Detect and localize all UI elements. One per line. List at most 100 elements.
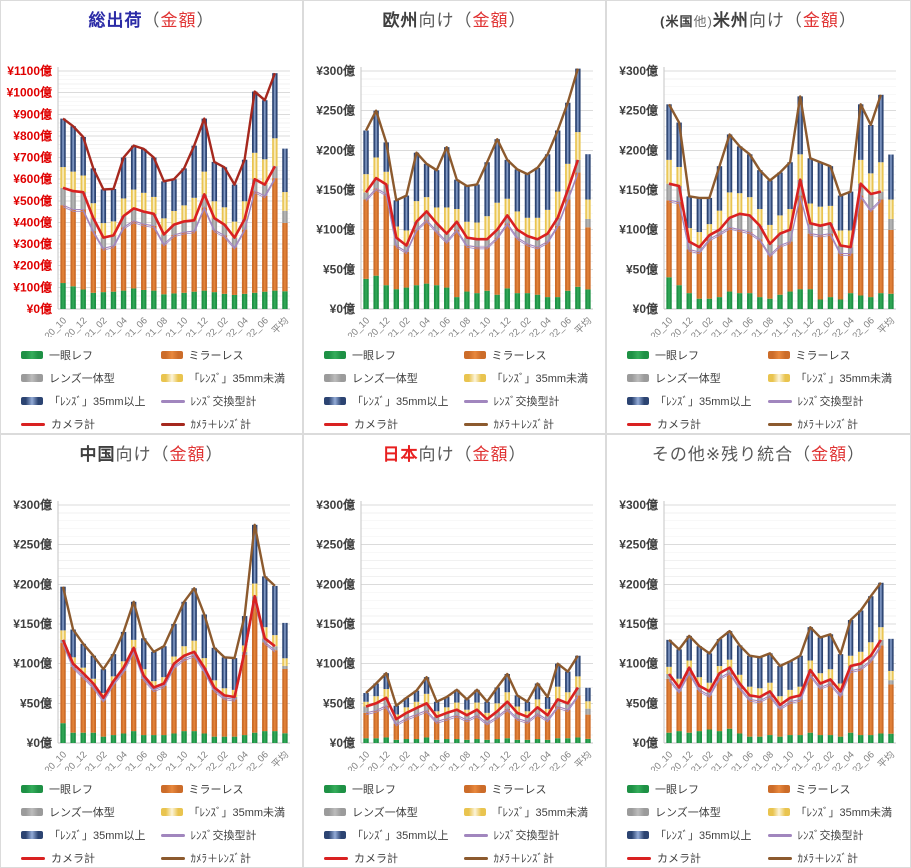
bar-segment-lens_under35: [373, 696, 379, 704]
bar-segment-lens_under35: [888, 199, 894, 219]
bar-segment-dslr: [141, 289, 147, 309]
bar-segment-integrated: [565, 190, 571, 200]
line-camera-plus-lens-total: [364, 68, 580, 202]
bar-segment-lens_over35: [363, 693, 369, 702]
bar-segment-mirrorless: [90, 686, 97, 733]
bar-segment-lens_over35: [141, 148, 147, 193]
bar-segment-lens_under35: [191, 197, 197, 221]
chart-title-segment: ）: [205, 445, 224, 464]
bar-segment-lens_under35: [433, 711, 440, 717]
bar-segment-mirrorless: [787, 241, 793, 292]
bar-segment-lens_under35: [857, 159, 864, 184]
chart-panel-china[interactable]: 中国向け（金額） ¥0億 ¥50億 ¥100億 ¥150億 ¥200億 ¥250億 ¥300…: [0, 434, 303, 868]
legend-item-dslr: 一眼レフ: [21, 781, 159, 797]
bar-segment-integrated: [403, 712, 410, 719]
chart-title-segment: (米国: [660, 14, 694, 29]
bar-segment-mirrorless: [141, 678, 147, 736]
chart-title-segment: （: [151, 445, 170, 464]
bar-segment-lens_under35: [817, 673, 824, 684]
bar-segment-integrated: [393, 237, 400, 246]
svg-text:¥1100億: ¥1100億: [7, 63, 52, 78]
bar-segment-lens_over35: [191, 588, 197, 641]
x-axis-labels: 20_1020_1221_0221_0421_0621_0821_1021_12…: [43, 749, 291, 771]
stacked-bars: [363, 655, 591, 743]
bar-segment-mirrorless: [554, 225, 561, 298]
bar-segment-mirrorless: [403, 718, 410, 740]
bar-segment-dslr: [474, 739, 480, 743]
bar-segment-lens_under35: [585, 701, 591, 709]
bar-segment-lens_under35: [747, 686, 753, 696]
chart-plot: ¥0億 ¥50億 ¥100億 ¥150億 ¥200億 ¥250億 ¥300億 20_1020_…: [619, 497, 897, 771]
bar-segment-lens_over35: [80, 136, 86, 176]
legend-swatch-camera_total: [21, 422, 45, 426]
legend-item-dslr: 一眼レフ: [324, 781, 462, 797]
legend-label: 一眼レフ: [655, 784, 699, 796]
bar-segment-lens_under35: [464, 709, 470, 716]
svg-text:¥150億: ¥150億: [316, 182, 355, 197]
bar-segment-lens_under35: [403, 707, 410, 713]
bar-segment-lens_under35: [120, 661, 127, 668]
bar-segment-mirrorless: [70, 666, 76, 733]
bar-segment-integrated: [60, 187, 66, 206]
svg-text:¥100億: ¥100億: [316, 656, 355, 671]
bar-segment-lens_over35: [444, 147, 450, 208]
bar-segment-lens_under35: [262, 159, 268, 185]
bar-segment-integrated: [161, 234, 167, 245]
bar-segment-lens_under35: [696, 232, 703, 248]
line-interchangeable-total: [62, 177, 276, 250]
legend-label: カメラ計: [657, 419, 701, 431]
bar-segment-mirrorless: [181, 232, 187, 293]
bar-segment-integrated: [757, 225, 763, 240]
bar-segment-integrated: [141, 211, 147, 225]
bar-segment-dslr: [60, 723, 66, 743]
bar-segment-lens_over35: [767, 180, 773, 225]
bar-segment-lens_under35: [575, 676, 581, 688]
bar-segment-dslr: [868, 297, 874, 309]
y-axis-labels: ¥0億 ¥50億 ¥100億 ¥150億 ¥200億 ¥250億 ¥300億: [316, 497, 355, 750]
bar-segment-lens_under35: [221, 688, 228, 696]
bar-segment-lens_under35: [676, 166, 682, 187]
bar-segment-dslr: [767, 298, 773, 309]
chart-panel-total-shipments[interactable]: 総出荷（金額） ¥0億 ¥100億 ¥200億 ¥300億 ¥400億 ¥500億 ¥600…: [0, 0, 303, 434]
bar-segment-integrated: [373, 703, 379, 711]
chart-title-segment: 日本: [382, 445, 419, 464]
bar-segment-dslr: [696, 298, 703, 309]
legend-swatch-lens_under35: [767, 808, 790, 816]
bar-segment-lens_under35: [161, 677, 167, 684]
bar-segment-dslr: [807, 732, 813, 743]
legend-item-integrated: レンズ一体型: [627, 804, 766, 820]
bar-segment-mirrorless: [80, 676, 86, 733]
legend-swatch-lens_under35: [463, 808, 486, 816]
chart-plot: ¥0億 ¥100億 ¥200億 ¥300億 ¥400億 ¥500億 ¥600億 ¥700億 ¥8…: [7, 63, 291, 337]
bar-segment-mirrorless: [706, 239, 713, 299]
bar-segment-lens_over35: [100, 189, 107, 224]
bar-segment-lens_over35: [474, 689, 480, 703]
bar-segment-dslr: [120, 733, 127, 743]
bar-segment-dslr: [373, 738, 379, 743]
line-interchangeable-total-double: [365, 696, 579, 727]
bar-segment-integrated: [241, 219, 248, 230]
bar-segment-dslr: [757, 297, 763, 309]
chart-title-segment: 金額: [811, 445, 848, 464]
bar-segment-mirrorless: [464, 719, 470, 740]
bar-segment-mirrorless: [857, 668, 864, 736]
svg-text:¥300億: ¥300億: [619, 63, 658, 78]
svg-text:¥400億: ¥400億: [13, 214, 52, 229]
chart-title: 中国向け（金額）: [1, 440, 302, 465]
bar-segment-integrated: [454, 709, 460, 716]
chart-plot: ¥0億 ¥50億 ¥100億 ¥150億 ¥200億 ¥250億 ¥300億 20_1020_…: [316, 63, 594, 337]
bar-segment-lens_under35: [504, 692, 510, 702]
bar-segment-dslr: [433, 285, 440, 309]
chart-panel-others[interactable]: その他※残り統合（金額） ¥0億 ¥50億 ¥100億 ¥150億 ¥200億 ¥250億…: [606, 434, 911, 868]
bar-segment-lens_under35: [736, 193, 743, 214]
legend-swatch-camera_plus_lens_total: [463, 856, 488, 860]
bar-segment-integrated: [423, 211, 430, 221]
bar-segment-dslr: [393, 289, 400, 309]
chart-panel-americas[interactable]: (米国他)米州向け（金額） ¥0億 ¥50億 ¥100億 ¥150億 ¥200億 ¥250…: [606, 0, 911, 434]
bar-segment-lens_over35: [231, 184, 238, 222]
bar-segment-lens_under35: [211, 680, 218, 688]
bar-segment-lens_over35: [686, 635, 692, 661]
chart-panel-europe[interactable]: 欧州向け（金額） ¥0億 ¥50億 ¥100億 ¥150億 ¥200億 ¥250億 ¥300…: [303, 0, 606, 434]
bar-segment-mirrorless: [484, 247, 490, 291]
chart-panel-japan[interactable]: 日本向け（金額） ¥0億 ¥50億 ¥100億 ¥150億 ¥200億 ¥250億 ¥300…: [303, 434, 606, 868]
